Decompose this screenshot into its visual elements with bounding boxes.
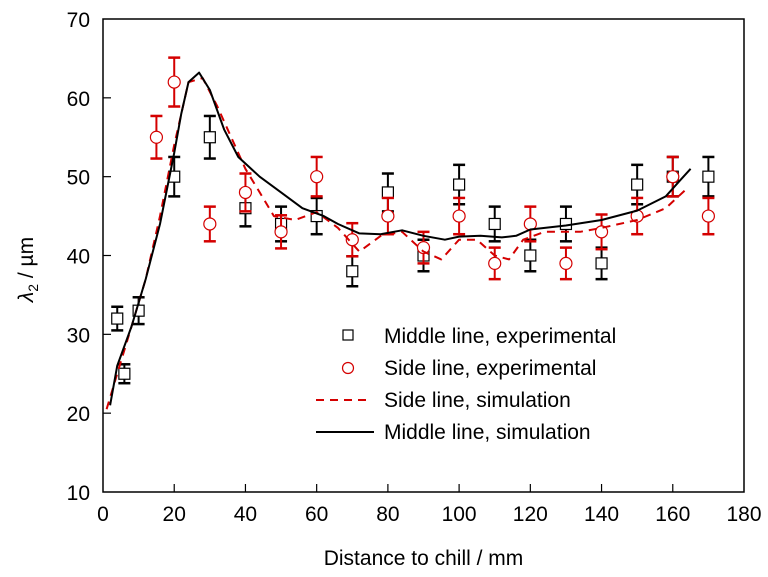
data-point-circle: [345, 233, 359, 247]
x-tick-label: 100: [442, 503, 477, 526]
data-point-square: [631, 178, 644, 191]
x-tick-label: 0: [97, 503, 109, 526]
x-tick-label: 160: [655, 503, 690, 526]
data-point-circle: [594, 225, 609, 239]
y-tick-label: 20: [67, 403, 90, 426]
y-axis: 10 20 30 40 50 60 70: [67, 9, 111, 505]
legend-item: Side line, experimental: [341, 357, 596, 380]
legend-square-icon: [342, 329, 354, 341]
x-tick-label: 80: [376, 503, 399, 526]
data-point-circle: [238, 185, 253, 200]
y-tick-label: 50: [67, 167, 90, 190]
x-tick-label: 40: [234, 503, 257, 526]
data-point-circle: [274, 225, 288, 239]
data-point-square: [595, 257, 608, 270]
series-side-line-experimental: [149, 56, 715, 281]
data-point-square: [118, 367, 131, 380]
x-tick-label: 20: [163, 503, 186, 526]
y-tick-label: 60: [67, 88, 90, 111]
legend-circle-icon: [341, 361, 355, 375]
data-point-circle: [452, 209, 466, 223]
data-point-circle: [310, 170, 324, 184]
data-point-square: [488, 217, 501, 231]
x-tick-label: 140: [584, 503, 619, 526]
y-axis-label: λ2 / µm: [15, 237, 41, 303]
y-tick-label: 10: [67, 482, 90, 505]
data-point-square: [346, 265, 359, 278]
series-line-middle-line-simulation: [109, 71, 692, 406]
data-point-circle: [666, 170, 680, 184]
legend-item: Middle line, experimental: [342, 325, 616, 348]
data-point-square: [381, 186, 394, 199]
data-point-circle: [488, 256, 502, 270]
data-point-square: [524, 249, 537, 262]
data-point-circle: [167, 75, 181, 89]
legend-label: Middle line, experimental: [384, 325, 616, 348]
x-tick-label: 120: [513, 503, 548, 526]
legend-label: Middle line, simulation: [384, 421, 591, 444]
data-point-circle: [559, 256, 573, 270]
data-point-circle: [416, 241, 431, 255]
data-point-square: [111, 312, 124, 325]
y-tick-label: 70: [67, 9, 90, 32]
data-point-square: [203, 131, 216, 144]
y-axis-label-unit: / µm: [15, 237, 38, 284]
legend-label: Side line, experimental: [384, 357, 596, 380]
data-point-circle: [149, 130, 164, 144]
legend-label: Side line, simulation: [384, 389, 571, 412]
legend-item: Middle line, simulation: [316, 421, 591, 444]
data-point-circle: [381, 209, 395, 223]
x-axis: 0 20 40 60 80 100 120 140 160 180: [97, 484, 762, 526]
y-axis-label-subscript: 2: [25, 284, 41, 292]
data-point-circle: [701, 209, 715, 223]
y-tick-label: 30: [67, 324, 90, 347]
y-tick-label: 40: [67, 246, 90, 269]
legend: Middle line, experimental Side line, expe…: [316, 325, 616, 444]
x-axis-label: Distance to chill / mm: [324, 547, 524, 570]
legend-item: Side line, simulation: [316, 389, 571, 412]
x-tick-label: 180: [726, 503, 761, 526]
data-point-square: [453, 178, 466, 191]
plot-marks: [105, 56, 715, 410]
y-axis-label-symbol: λ: [15, 292, 38, 303]
data-point-square: [702, 170, 715, 183]
data-point-circle: [203, 217, 217, 231]
x-tick-label: 60: [305, 503, 328, 526]
